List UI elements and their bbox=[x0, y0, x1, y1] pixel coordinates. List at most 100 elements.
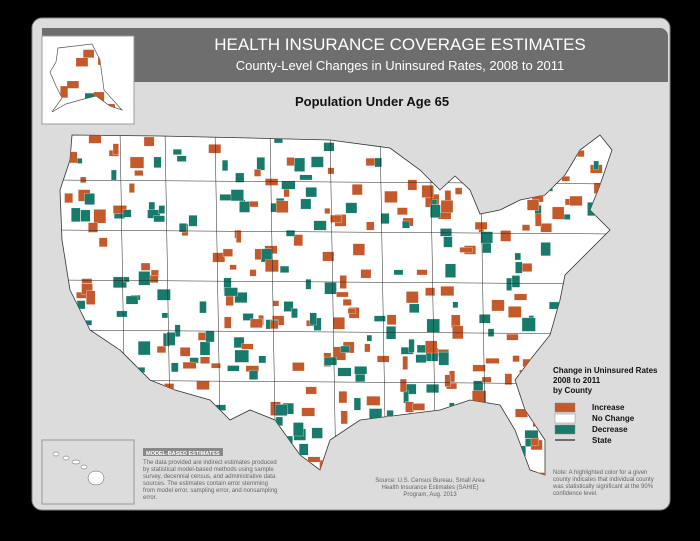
county bbox=[384, 190, 398, 203]
county bbox=[480, 231, 493, 244]
county bbox=[540, 242, 551, 257]
county bbox=[305, 386, 317, 395]
county bbox=[514, 293, 528, 301]
county bbox=[283, 301, 294, 312]
county bbox=[402, 220, 410, 229]
county bbox=[351, 184, 363, 196]
county bbox=[148, 201, 156, 211]
county bbox=[337, 367, 352, 377]
county bbox=[111, 169, 117, 181]
county bbox=[431, 199, 438, 205]
county bbox=[83, 49, 94, 58]
county bbox=[112, 276, 127, 289]
county bbox=[199, 341, 211, 356]
state-line bbox=[60, 229, 612, 235]
county bbox=[64, 193, 73, 203]
legend-swatch bbox=[554, 402, 576, 413]
county bbox=[239, 201, 250, 213]
county bbox=[256, 157, 266, 171]
county bbox=[521, 317, 536, 332]
county bbox=[219, 194, 232, 201]
county bbox=[76, 57, 88, 67]
county bbox=[338, 391, 348, 404]
county bbox=[322, 251, 335, 262]
county bbox=[360, 269, 372, 279]
county bbox=[535, 213, 542, 227]
county bbox=[248, 370, 259, 380]
county bbox=[525, 438, 532, 447]
county bbox=[506, 277, 512, 291]
county bbox=[452, 301, 459, 309]
county bbox=[421, 185, 434, 198]
county bbox=[211, 362, 221, 369]
county bbox=[279, 265, 290, 273]
county bbox=[397, 207, 408, 215]
county bbox=[355, 373, 366, 382]
county bbox=[481, 376, 492, 383]
county bbox=[81, 278, 93, 284]
county bbox=[208, 144, 222, 154]
county bbox=[521, 224, 531, 231]
county bbox=[425, 287, 436, 296]
county bbox=[487, 328, 495, 337]
county bbox=[233, 336, 245, 348]
county bbox=[172, 149, 182, 155]
county bbox=[491, 299, 505, 312]
county bbox=[161, 312, 168, 319]
county bbox=[212, 252, 226, 263]
county bbox=[569, 195, 583, 206]
county bbox=[347, 308, 356, 314]
county bbox=[399, 378, 407, 393]
county bbox=[508, 306, 522, 318]
county bbox=[179, 347, 191, 357]
county bbox=[311, 156, 324, 168]
county bbox=[506, 333, 519, 341]
county bbox=[373, 315, 386, 322]
county bbox=[224, 287, 238, 297]
county bbox=[440, 286, 455, 296]
county bbox=[444, 374, 451, 387]
county bbox=[199, 301, 207, 314]
legend-title: Change in Uninsured Rates bbox=[553, 366, 658, 375]
county bbox=[313, 220, 327, 231]
model-box-bar bbox=[143, 448, 223, 456]
county bbox=[222, 248, 233, 257]
county bbox=[452, 325, 464, 340]
legend-swatch bbox=[554, 424, 576, 435]
state-line bbox=[60, 329, 612, 335]
legend-title: by County bbox=[553, 386, 593, 395]
county bbox=[98, 237, 108, 248]
county bbox=[305, 187, 317, 198]
county bbox=[276, 200, 289, 213]
county bbox=[171, 362, 179, 373]
county bbox=[235, 230, 242, 243]
county bbox=[138, 271, 151, 286]
model-box-text: The data provided are indirect estimates… bbox=[143, 460, 278, 501]
county bbox=[474, 221, 488, 230]
county bbox=[265, 259, 279, 273]
county bbox=[407, 179, 418, 191]
county bbox=[409, 303, 420, 313]
county bbox=[504, 373, 513, 385]
county bbox=[443, 236, 453, 248]
county bbox=[380, 213, 390, 224]
county bbox=[354, 366, 368, 375]
county bbox=[88, 135, 102, 144]
county bbox=[299, 174, 313, 181]
legend-title: 2008 to 2011 bbox=[553, 376, 601, 385]
county bbox=[405, 291, 419, 304]
county bbox=[294, 157, 306, 172]
legend-label: State bbox=[592, 436, 612, 445]
county bbox=[116, 310, 128, 318]
map-title: Population Under Age 65 bbox=[295, 94, 449, 109]
county bbox=[157, 289, 171, 301]
county bbox=[80, 176, 87, 184]
county bbox=[153, 156, 162, 168]
county bbox=[298, 443, 309, 456]
county bbox=[229, 264, 237, 270]
county bbox=[249, 318, 263, 328]
county bbox=[526, 199, 540, 211]
county bbox=[425, 340, 438, 354]
county bbox=[309, 312, 317, 326]
